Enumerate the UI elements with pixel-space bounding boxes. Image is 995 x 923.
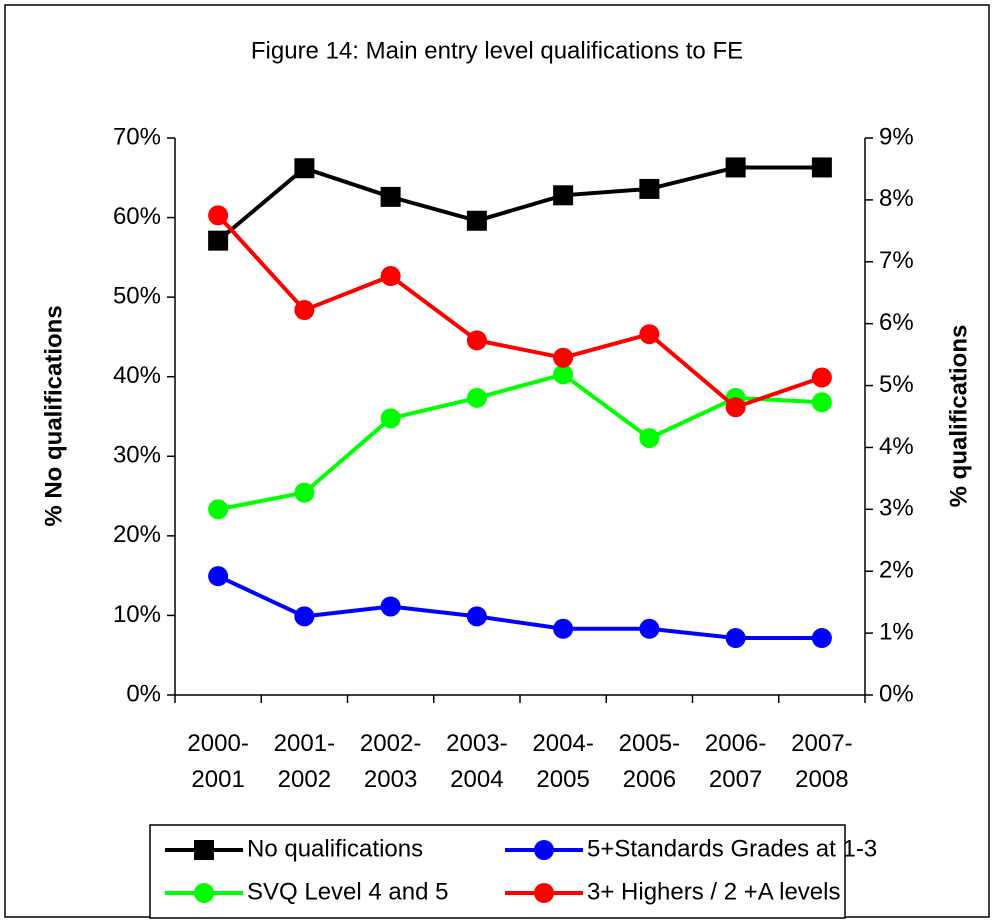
y2-tick-label: 6% (879, 309, 914, 336)
data-point (639, 178, 660, 199)
data-point (639, 618, 660, 639)
data-point (380, 186, 401, 207)
data-point (811, 392, 832, 413)
y2-tick-label: 4% (879, 433, 914, 460)
legend-marker (534, 883, 554, 903)
legend-marker (194, 840, 214, 860)
data-point (294, 482, 315, 503)
data-point (811, 367, 832, 388)
y2-tick-label: 3% (879, 495, 914, 522)
data-point (725, 397, 746, 418)
data-point (466, 606, 487, 627)
data-point (208, 499, 229, 520)
data-point (466, 330, 487, 351)
legend (149, 824, 846, 919)
x-tick-label: 2005-2006 (619, 730, 680, 793)
x-tick-label: 2001-2002 (274, 730, 335, 793)
chart-title: Figure 14: Main entry level qualificatio… (251, 37, 743, 64)
y-axis-title: % No qualifications (40, 305, 67, 526)
legend-label: 3+ Highers / 2 +A levels (587, 878, 840, 905)
data-point (553, 364, 574, 385)
data-point (380, 596, 401, 617)
data-point (553, 347, 574, 368)
data-point (639, 324, 660, 345)
data-point (553, 185, 574, 206)
data-point (208, 205, 229, 226)
x-tick-label: 2002-2003 (360, 730, 421, 793)
legend-label: No qualifications (247, 835, 423, 862)
y-tick-label: 40% (113, 362, 161, 389)
y2-tick-label: 1% (879, 618, 914, 645)
data-point (294, 158, 315, 179)
series-line (217, 574, 822, 641)
data-point (811, 628, 832, 649)
legend-marker (194, 883, 214, 903)
data-point (553, 618, 574, 639)
y-tick-label: 70% (113, 123, 161, 150)
data-point (294, 300, 315, 321)
y2-tick-label: 9% (879, 123, 914, 150)
y2-tick-label: 2% (879, 557, 914, 584)
y-tick-label: 30% (113, 442, 161, 469)
y-tick-label: 10% (113, 601, 161, 628)
y-tick-label: 20% (113, 521, 161, 548)
y-tick-label: 60% (113, 203, 161, 230)
data-point (380, 266, 401, 287)
data-point (466, 387, 487, 408)
data-point (811, 157, 832, 178)
y2-tick-label: 8% (879, 185, 914, 212)
data-point (208, 566, 229, 587)
x-tick-label: 2007-2008 (791, 730, 852, 793)
y2-tick-label: 5% (879, 371, 914, 398)
y2-tick-label: 0% (879, 680, 914, 707)
x-tick-label: 2003-2004 (446, 730, 507, 793)
x-tick-label: 2006-2007 (705, 730, 766, 793)
y-tick-label: 0% (126, 680, 161, 707)
y2-tick-label: 7% (879, 247, 914, 274)
y2-axis-title: % qualifications (945, 325, 972, 508)
data-point (466, 210, 487, 231)
series-line (217, 372, 822, 512)
data-point (380, 408, 401, 429)
y-tick-label: 50% (113, 282, 161, 309)
data-point (639, 428, 660, 449)
legend-marker (534, 840, 554, 860)
x-tick-label: 2000-2001 (187, 730, 248, 793)
data-point (725, 157, 746, 178)
chart-border (4, 4, 990, 918)
x-tick-label: 2004-2005 (532, 730, 593, 793)
legend-label: 5+Standards Grades at 1-3 (587, 835, 877, 862)
data-point (725, 628, 746, 649)
series-line (216, 165, 822, 243)
data-point (208, 230, 229, 251)
data-point (294, 606, 315, 627)
legend-label: SVQ Level 4 and 5 (247, 878, 448, 905)
series-line (216, 214, 823, 410)
